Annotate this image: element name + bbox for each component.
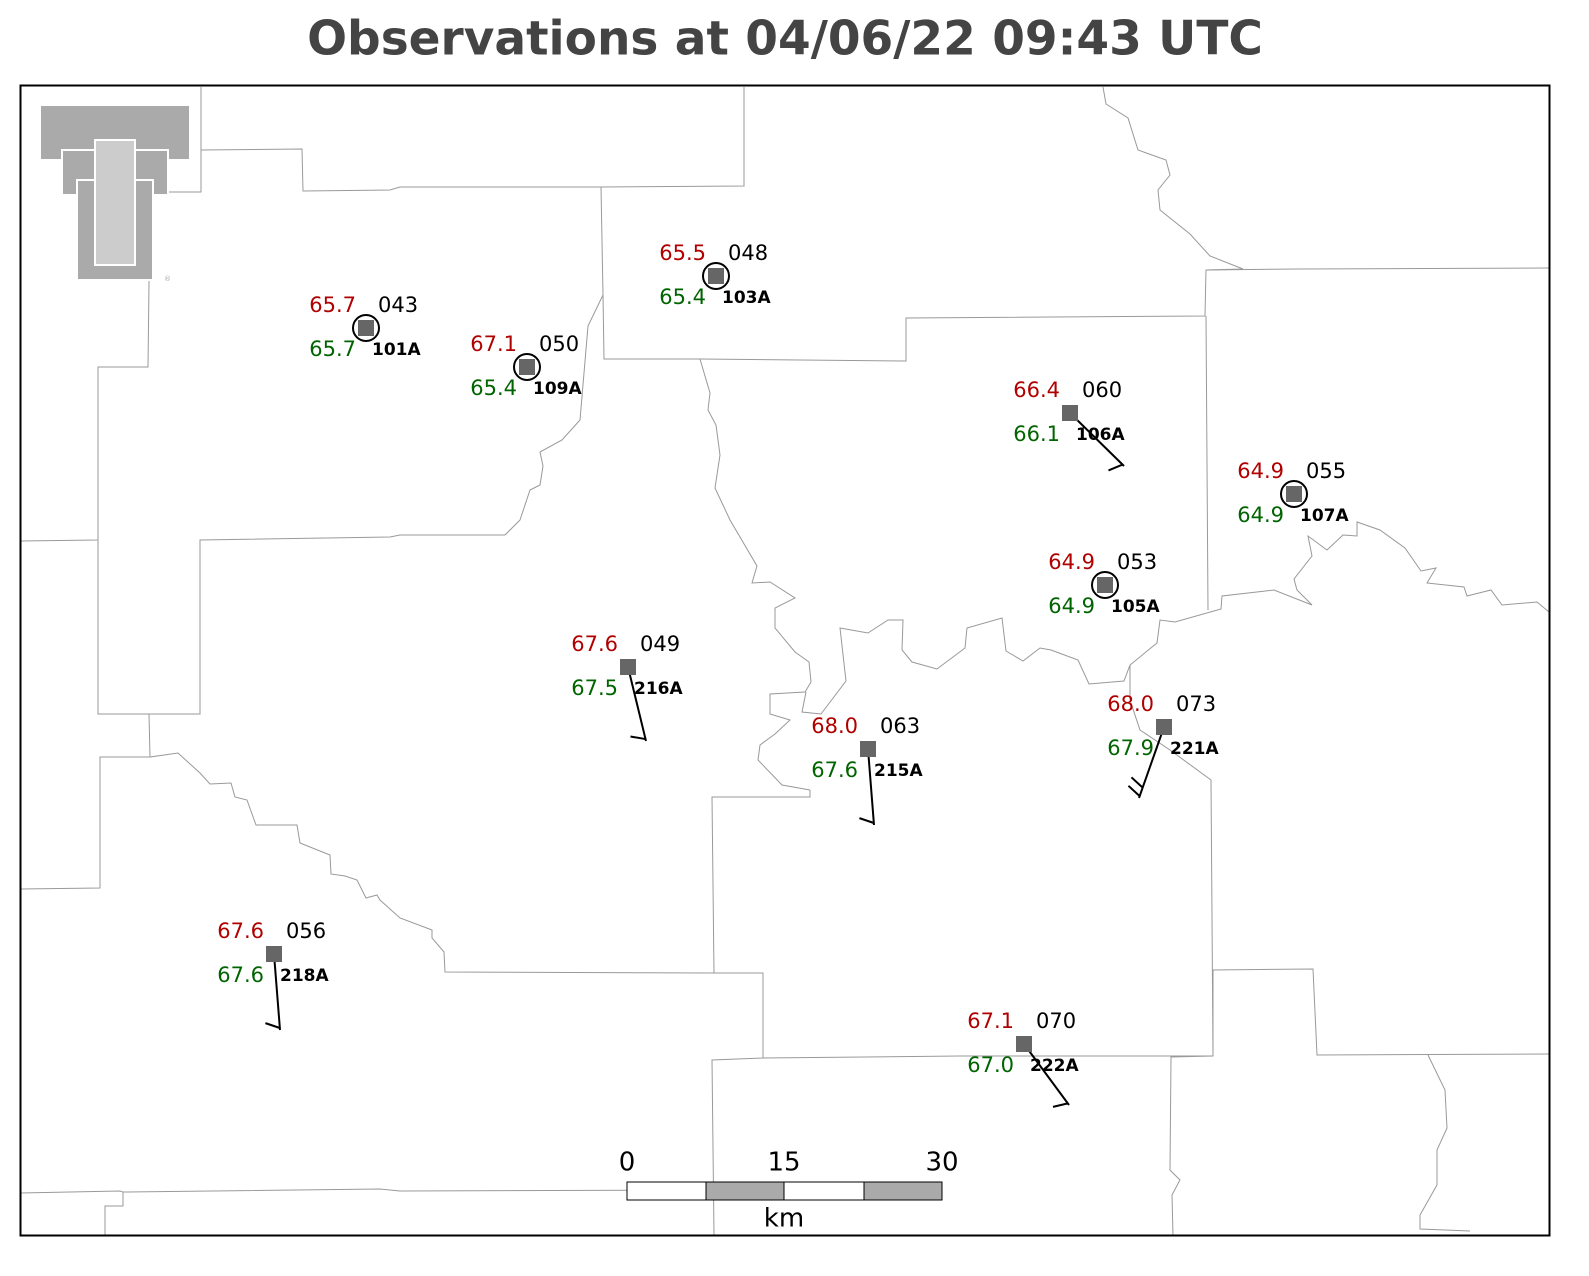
dewpoint: 67.5	[571, 676, 618, 700]
station-marker	[1062, 405, 1078, 421]
station-id: 109A	[533, 379, 582, 399]
logo: ®	[39, 104, 191, 283]
dewpoint: 67.9	[1107, 736, 1154, 760]
calm-circle	[513, 353, 541, 381]
pressure: 063	[880, 714, 920, 738]
scale-unit: km	[764, 1204, 804, 1234]
barb-feather	[1130, 776, 1144, 789]
pressure: 070	[1036, 1009, 1076, 1033]
temperature: 64.9	[1237, 459, 1284, 483]
pressure: 055	[1306, 459, 1346, 483]
temperature: 64.9	[1048, 550, 1095, 574]
scale-label: 30	[925, 1148, 958, 1178]
pressure: 048	[728, 241, 768, 265]
temperature: 67.6	[217, 919, 264, 943]
barb-feather	[859, 817, 875, 824]
wind-barb	[1138, 726, 1165, 799]
calm-circle	[702, 262, 730, 290]
pressure: 049	[640, 632, 680, 656]
station-marker	[1097, 577, 1113, 593]
temperature: 67.1	[470, 332, 517, 356]
station-marker	[1016, 1036, 1032, 1052]
station-id: 218A	[280, 966, 329, 986]
pressure: 043	[378, 293, 418, 317]
wind-barb	[1023, 1043, 1070, 1106]
dewpoint: 66.1	[1013, 422, 1060, 446]
title: Observations at 04/06/22 09:43 UTC	[307, 12, 1263, 67]
station-marker	[620, 659, 636, 675]
temperature: 67.6	[571, 632, 618, 656]
station-id: 101A	[372, 340, 421, 360]
station-id: 222A	[1030, 1056, 1079, 1076]
station-marker	[1156, 719, 1172, 735]
dewpoint: 67.6	[217, 963, 264, 987]
scale-label: 0	[619, 1148, 636, 1178]
dewpoint: 65.4	[470, 376, 517, 400]
temperature: 68.0	[1107, 692, 1154, 716]
dewpoint: 65.7	[309, 337, 356, 361]
barb-feather	[630, 735, 646, 741]
dewpoint: 64.9	[1048, 594, 1095, 618]
temperature: 65.5	[659, 241, 706, 265]
dewpoint: 67.0	[967, 1053, 1014, 1077]
station-marker	[860, 741, 876, 757]
wind-barb	[1069, 412, 1125, 467]
barb-feather	[1052, 1102, 1069, 1108]
station-marker	[266, 946, 282, 962]
map-frame	[19, 84, 1551, 1237]
station-marker	[519, 359, 535, 375]
dewpoint: 65.4	[659, 285, 706, 309]
station-id: 103A	[722, 288, 771, 308]
temperature: 67.1	[967, 1009, 1014, 1033]
station-marker	[358, 320, 374, 336]
barb-feather	[1127, 785, 1141, 797]
station-id: 216A	[634, 679, 683, 699]
stations: 65.7 65.7 043 101A 67.1 65.4 050 109A 65.5 65.4 04…	[217, 241, 1349, 1108]
calm-circle	[352, 314, 380, 342]
pressure: 053	[1117, 550, 1157, 574]
scale-bar: 0 15 30 km	[619, 1148, 959, 1234]
scale-label: 15	[767, 1148, 800, 1178]
pressure: 073	[1176, 692, 1216, 716]
temperature: 65.7	[309, 293, 356, 317]
temperature: 66.4	[1013, 378, 1060, 402]
barb-feather	[1108, 463, 1123, 472]
wind-barb	[273, 953, 281, 1031]
dewpoint: 64.9	[1237, 503, 1284, 527]
barb-feather	[265, 1022, 281, 1029]
station-id: 105A	[1111, 597, 1160, 617]
pressure: 050	[539, 332, 579, 356]
station-id: 221A	[1170, 739, 1219, 759]
dewpoint: 67.6	[811, 758, 858, 782]
county-lines	[19, 86, 1550, 1237]
station-id: 106A	[1076, 425, 1125, 445]
temperature: 68.0	[811, 714, 858, 738]
station-marker	[708, 268, 724, 284]
calm-circle	[1091, 571, 1119, 599]
pressure: 060	[1082, 378, 1122, 402]
station-marker	[1286, 486, 1302, 502]
calm-circle	[1280, 480, 1308, 508]
pressure: 056	[286, 919, 326, 943]
station-id: 215A	[874, 761, 923, 781]
wind-barb	[867, 748, 875, 826]
wind-barb	[627, 666, 647, 742]
station-id: 107A	[1300, 506, 1349, 526]
svg-text:®: ®	[164, 275, 171, 283]
